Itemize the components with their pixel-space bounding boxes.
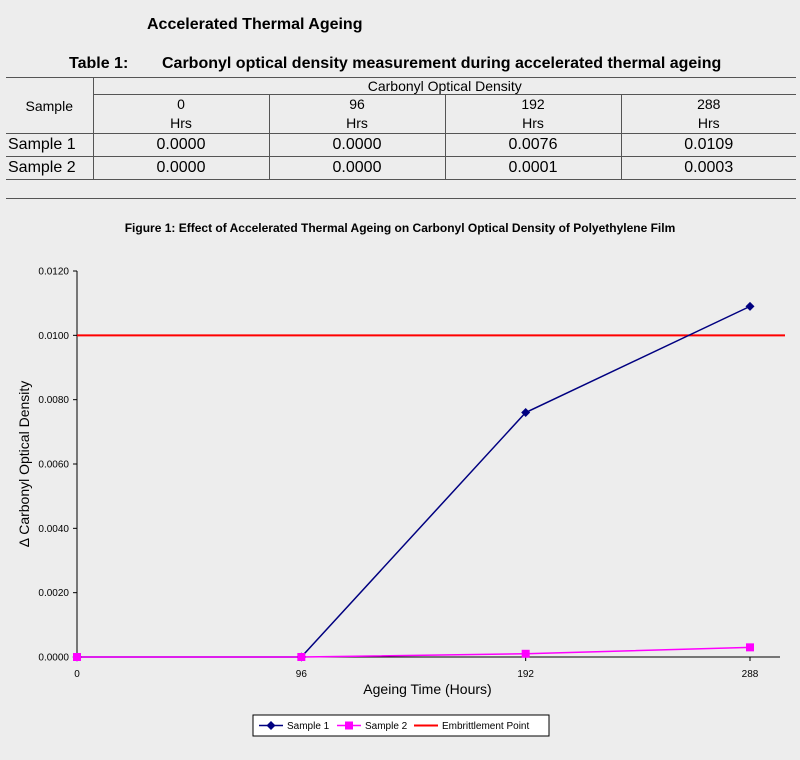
y-axis-title: Δ Carbonyl Optical Density: [16, 381, 32, 548]
y-tick-label: 0.0080: [38, 395, 69, 406]
x-axis-title: Ageing Time (Hours): [363, 681, 491, 697]
data-point-sample-1: [745, 301, 755, 311]
y-tick-label: 0.0100: [38, 331, 69, 342]
legend-marker: [266, 721, 276, 730]
y-tick-label: 0.0020: [38, 588, 69, 599]
time-header-192: 192 Hrs: [444, 94, 622, 134]
x-tick-label: 288: [742, 669, 759, 680]
legend-label: Sample 2: [365, 721, 408, 732]
legend-label: Embrittlement Point: [442, 721, 529, 732]
time-header-value: 192: [521, 96, 545, 112]
table-cell: 0.0076: [444, 133, 622, 157]
table-cell: 0.0000: [268, 133, 446, 157]
time-header-unit: Hrs: [522, 115, 544, 131]
series-line-sample-1: [77, 305, 751, 658]
y-tick-label: 0.0000: [38, 653, 69, 664]
time-header-value: 288: [697, 96, 721, 112]
table-time-header-row: 0 Hrs 96 Hrs 192 Hrs 288 Hrs: [6, 94, 796, 134]
time-header-unit: Hrs: [346, 115, 368, 131]
time-header-unit: Hrs: [170, 115, 192, 131]
table-row: Sample 2 0.0000 0.0000 0.0001 0.0003: [6, 156, 796, 180]
data-point-sample-2: [521, 649, 530, 658]
row-label: Sample 2: [6, 156, 94, 180]
table-caption-number: Table 1:: [69, 55, 129, 72]
time-header-288: 288 Hrs: [620, 94, 796, 134]
time-header-value: 96: [349, 96, 365, 112]
legend-label: Sample 1: [287, 721, 330, 732]
legend-marker: [345, 721, 353, 730]
data-point-sample-2: [297, 653, 306, 661]
section-divider: [6, 198, 796, 199]
data-point-sample-1: [521, 408, 531, 418]
y-tick-label: 0.0120: [38, 267, 69, 278]
time-header-96: 96 Hrs: [268, 94, 446, 134]
data-point-sample-2: [73, 653, 81, 661]
time-header-unit: Hrs: [697, 115, 720, 131]
page-heading: Accelerated Thermal Ageing: [147, 16, 363, 33]
legend-box: [252, 714, 550, 737]
table-cell: 0.0000: [92, 156, 270, 180]
table-cell: 0.0000: [268, 156, 446, 180]
y-tick-label: 0.0060: [38, 460, 69, 471]
table-cell: 0.0001: [444, 156, 622, 180]
x-tick-label: 96: [296, 669, 308, 680]
data-point-sample-2: [746, 643, 754, 652]
carbonyl-density-table: Sample Carbonyl Optical Density 0 Hrs 96 H…: [6, 77, 796, 180]
table-caption-text: Carbonyl optical density measurement dur…: [162, 55, 722, 72]
figure-title: Figure 1: Effect of Accelerated Thermal …: [124, 221, 676, 235]
x-tick-label: 0: [74, 669, 80, 680]
time-header-0: 0 Hrs: [92, 94, 270, 134]
series-line-sample-2: [77, 646, 751, 658]
y-tick-label: 0.0040: [38, 524, 69, 535]
x-tick-label: 192: [517, 669, 534, 680]
time-header-value: 0: [177, 96, 185, 112]
table-cell: 0.0003: [620, 156, 796, 180]
